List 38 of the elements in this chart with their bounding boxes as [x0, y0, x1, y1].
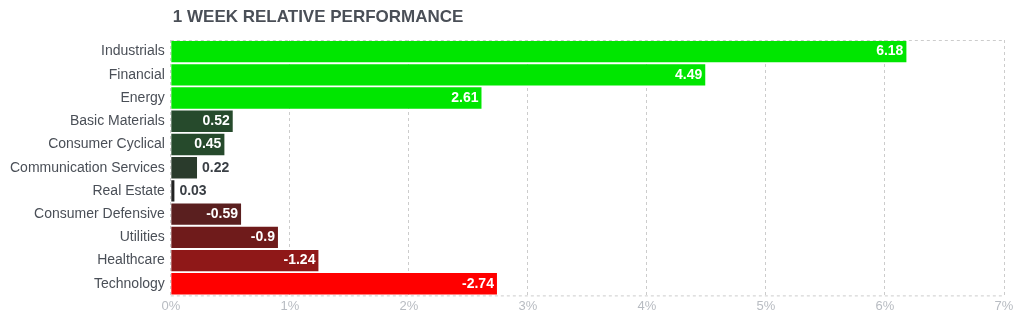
- data-label: -0.9: [250, 228, 276, 245]
- x-tick-label: 5%: [756, 297, 776, 313]
- bar: [171, 273, 497, 295]
- y-tick-label: Healthcare: [97, 251, 166, 268]
- y-tick-label: Basic Materials: [69, 112, 165, 129]
- x-tick-label: 4%: [637, 297, 657, 313]
- x-tick-label: 3%: [518, 297, 538, 313]
- y-tick-label: Technology: [94, 274, 165, 291]
- y-tick-label: Real Estate: [92, 181, 166, 198]
- y-tick-label: Industrials: [101, 42, 165, 59]
- data-label: -0.59: [206, 205, 239, 221]
- y-tick-label: Consumer Defensive: [34, 205, 166, 221]
- data-label: 0.03: [179, 181, 207, 198]
- x-tick-label: 7%: [994, 297, 1014, 313]
- bar: [171, 180, 175, 202]
- x-tick-label: 1%: [280, 297, 300, 313]
- x-tick-label: 6%: [875, 297, 895, 313]
- data-label: 6.18: [876, 42, 904, 59]
- bar: [171, 157, 198, 179]
- y-tick-label: Financial: [108, 65, 165, 82]
- data-label: -1.24: [283, 251, 316, 268]
- x-tick-label: 0%: [161, 297, 181, 313]
- chart-title: 1 WEEK RELATIVE PERFORMANCE: [172, 6, 464, 26]
- x-tick-label: 2%: [399, 297, 419, 313]
- y-tick-label: Consumer Cyclical: [48, 135, 165, 152]
- bar: [171, 226, 278, 249]
- data-label: 0.45: [194, 135, 222, 152]
- data-label: 2.61: [451, 88, 479, 105]
- y-tick-label: Communication Services: [9, 158, 165, 175]
- bar: [171, 249, 319, 272]
- data-label: 0.22: [202, 158, 230, 175]
- data-label: -2.74: [462, 274, 495, 291]
- y-tick-label: Utilities: [119, 228, 165, 245]
- bar: [171, 40, 907, 63]
- data-label: 0.52: [202, 112, 230, 129]
- bar: [171, 203, 242, 225]
- y-tick-label: Energy: [120, 88, 165, 105]
- data-label: 4.49: [675, 65, 703, 82]
